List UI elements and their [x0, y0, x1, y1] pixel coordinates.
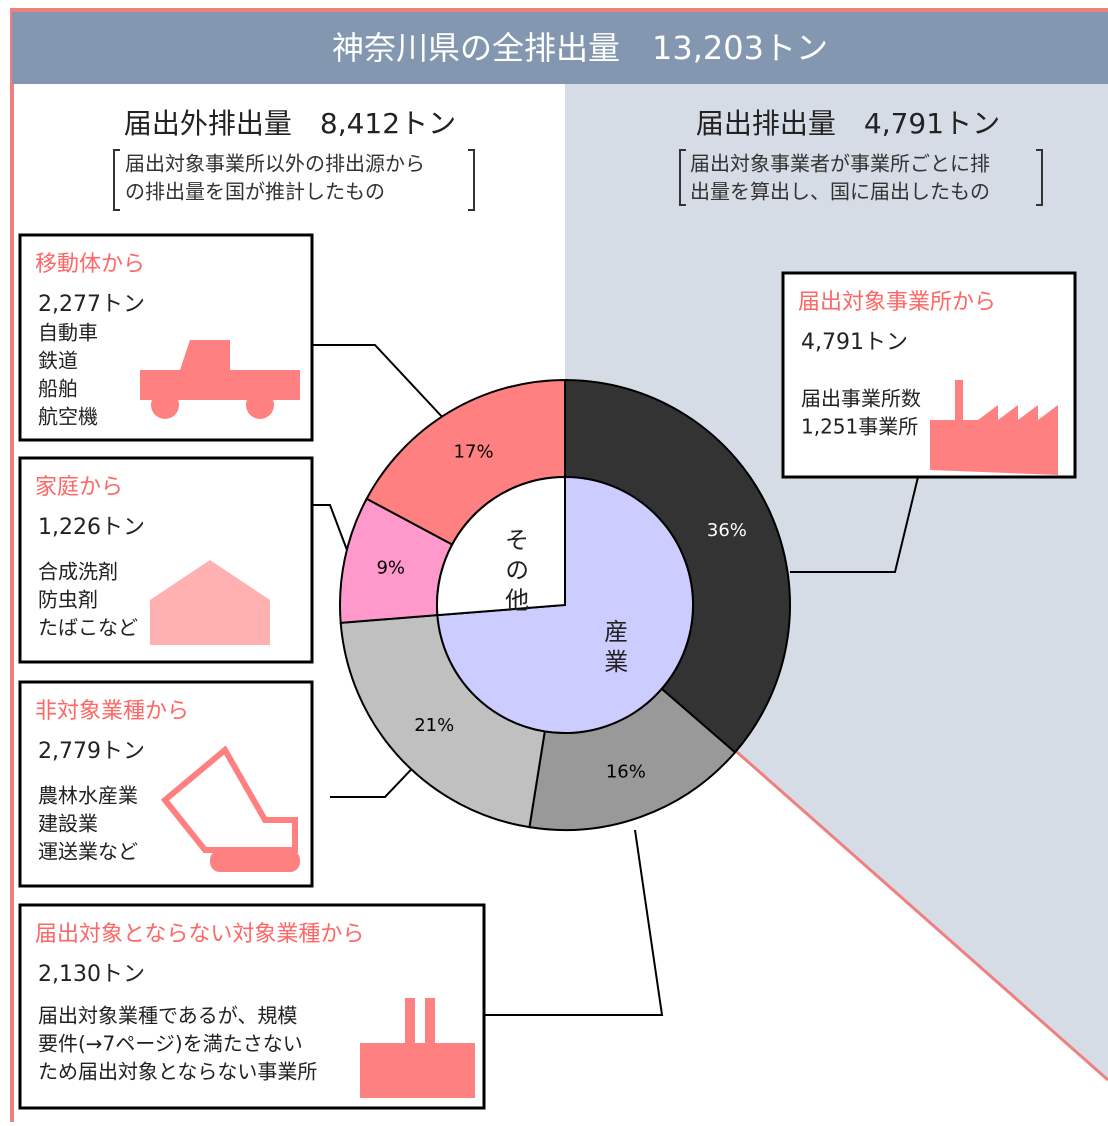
icons — [140, 340, 1058, 1098]
box-text: 要件(→7ページ)を満たさない — [38, 1032, 303, 1056]
box-amount: 4,791トン — [801, 330, 908, 355]
box-text: 1,251事業所 — [801, 415, 918, 439]
box-text: 自動車 — [38, 321, 98, 345]
box-text: 航空機 — [38, 405, 98, 429]
segment-label: 17% — [454, 441, 494, 462]
box-amount: 1,226トン — [38, 515, 145, 540]
box-title: 移動体から — [35, 252, 145, 277]
box-title: 非対象業種から — [35, 699, 189, 724]
box-amount: 2,130トン — [38, 962, 145, 987]
box-amount: 2,779トン — [38, 739, 145, 764]
box-text: たばこなど — [38, 616, 138, 640]
box-title: 届出対象とならない対象業種から — [35, 922, 364, 947]
box-text: 農林水産業 — [38, 784, 138, 808]
box-text: 防虫剤 — [38, 588, 98, 612]
box-text: 鉄道 — [38, 349, 78, 373]
header-title: 神奈川県の全排出量 13,203トン — [332, 29, 828, 67]
inner-label: 産業 — [600, 619, 628, 679]
segment-label: 21% — [414, 715, 454, 736]
header-bar — [12, 12, 1108, 84]
segment-label: 9% — [376, 558, 405, 579]
inner-label: その他 — [501, 528, 529, 618]
note-brackets — [113, 149, 1043, 211]
box-text: ため届出対象とならない事業所 — [38, 1060, 317, 1084]
segment-label: 16% — [606, 761, 646, 782]
box-text: 運送業など — [38, 840, 138, 864]
box-text: 船舶 — [38, 377, 78, 401]
box-text: 届出対象業種であるが、規模 — [38, 1004, 297, 1028]
inner-segment — [436, 475, 566, 617]
section-title: 届出外排出量 8,412トン — [124, 107, 456, 140]
section-title: 届出排出量 4,791トン — [696, 107, 1000, 140]
section-note: 届出対象事業者が事業所ごとに排 — [690, 152, 990, 176]
box-text: 届出事業所数 — [801, 387, 921, 411]
box-text: 建設業 — [38, 812, 98, 836]
box-amount: 2,277トン — [38, 292, 145, 317]
box-title: 家庭から — [35, 475, 123, 500]
segment-label: 36% — [707, 520, 747, 541]
section-note: の排出量を国が推計したもの — [125, 180, 385, 204]
box-text: 合成洗剤 — [38, 560, 118, 584]
section-note: 出量を算出し、国に届出したもの — [690, 180, 990, 204]
box-title: 届出対象事業所から — [798, 290, 996, 315]
page-border — [10, 8, 1108, 1122]
section-note: 届出対象事業所以外の排出源から — [125, 152, 425, 176]
